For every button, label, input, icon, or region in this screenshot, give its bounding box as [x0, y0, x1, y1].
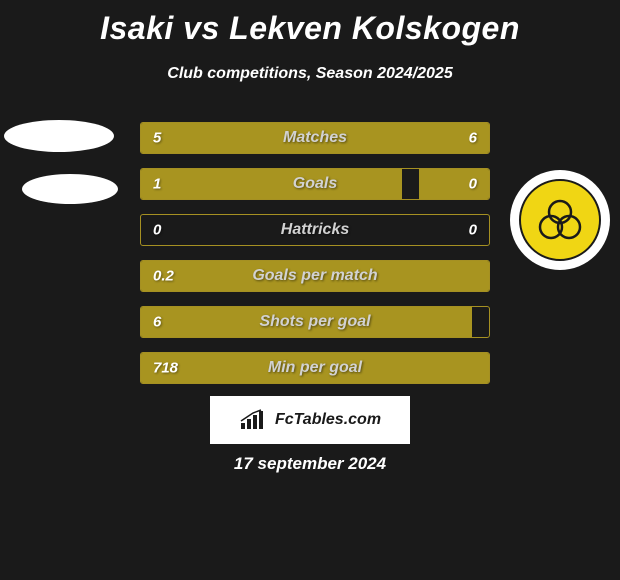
stat-row: 6 Shots per goal: [140, 306, 490, 338]
stats-comparison: 5 6 Matches 1 0 Goals 0 0 Hattricks 0.2 Goals per …: [140, 122, 490, 398]
stat-value-left: 718: [153, 360, 178, 377]
club-badge-rings-icon: [537, 199, 583, 241]
ellipse-shape: [4, 120, 114, 152]
stat-value-left: 6: [153, 314, 161, 331]
brand-banner: FcTables.com: [210, 396, 410, 444]
club-badge-inner: [519, 179, 601, 261]
stat-value-left: 1: [153, 176, 161, 193]
bar-left: [141, 123, 280, 153]
stat-label: Goals: [293, 175, 337, 193]
stat-value-left: 0: [153, 222, 161, 239]
stat-label: Goals per match: [252, 267, 377, 285]
bar-right: [419, 169, 489, 199]
stat-row: 0 0 Hattricks: [140, 214, 490, 246]
stat-row: 0.2 Goals per match: [140, 260, 490, 292]
date-label: 17 september 2024: [234, 454, 386, 474]
stat-value-left: 0.2: [153, 268, 174, 285]
stat-row: 1 0 Goals: [140, 168, 490, 200]
stat-value-right: 0: [469, 176, 477, 193]
brand-text: FcTables.com: [275, 411, 381, 429]
stat-value-left: 5: [153, 130, 161, 147]
stat-value-right: 6: [469, 130, 477, 147]
page-title: Isaki vs Lekven Kolskogen: [0, 0, 620, 47]
stat-label: Hattricks: [281, 221, 349, 239]
stat-label: Matches: [283, 129, 347, 147]
left-avatar-placeholders: [0, 120, 118, 204]
ellipse-shape: [22, 174, 118, 204]
subtitle: Club competitions, Season 2024/2025: [0, 65, 620, 83]
brand-chart-icon: [239, 409, 269, 431]
stat-row: 718 Min per goal: [140, 352, 490, 384]
stat-label: Min per goal: [268, 359, 362, 377]
stat-value-right: 0: [469, 222, 477, 239]
club-badge: [510, 170, 610, 270]
stat-row: 5 6 Matches: [140, 122, 490, 154]
stat-label: Shots per goal: [259, 313, 370, 331]
bar-left: [141, 169, 402, 199]
